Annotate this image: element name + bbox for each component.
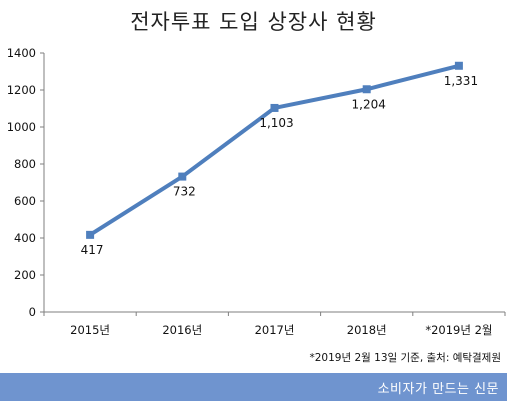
data-point <box>454 61 463 70</box>
x-tick-label: 2016년 <box>162 323 202 337</box>
data-label: 1,331 <box>444 74 478 88</box>
x-tick-label: 2017년 <box>255 323 295 337</box>
y-tick-label: 1200 <box>7 83 36 97</box>
data-point <box>86 230 95 239</box>
footer-text: 소비자가 만드는 신문 <box>377 382 499 397</box>
series-line <box>89 63 460 237</box>
data-label: 1,204 <box>352 97 386 111</box>
data-point <box>362 85 371 94</box>
data-point <box>178 172 187 181</box>
data-label: 417 <box>81 243 104 257</box>
data-label: 1,103 <box>259 116 293 130</box>
data-label: 732 <box>173 185 196 199</box>
y-tick-label: 1400 <box>7 46 36 60</box>
y-tick-label: 600 <box>14 194 36 208</box>
chart-title: 전자투표 도입 상장사 현황 <box>130 10 377 34</box>
y-tick-label: 400 <box>14 231 36 245</box>
y-tick-label: 200 <box>14 268 36 282</box>
x-tick-label: 2015년 <box>70 323 110 337</box>
footer-bar: 소비자가 만드는 신문 <box>0 373 507 401</box>
data-point <box>270 103 279 112</box>
y-tick-label: 1000 <box>7 120 36 134</box>
y-tick-label: 0 <box>29 305 36 319</box>
x-tick-label: 2018년 <box>347 323 387 337</box>
x-tick-label: *2019년 2월 <box>425 323 492 337</box>
y-tick-label: 800 <box>14 157 36 171</box>
source-note: *2019년 2월 13일 기준, 출처: 예탁결제원 <box>309 352 502 364</box>
